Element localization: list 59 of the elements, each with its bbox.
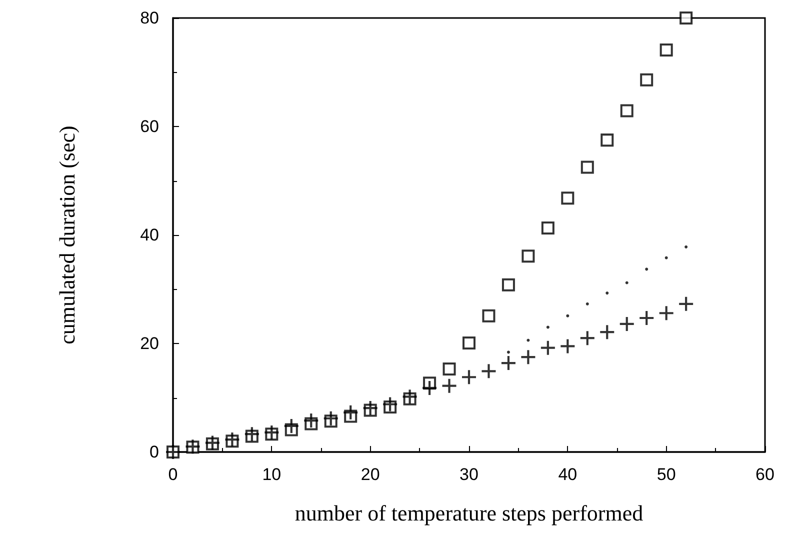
point <box>506 350 510 354</box>
point <box>482 364 496 378</box>
y-tick-label: 20 <box>140 334 159 353</box>
y-tick-label: 80 <box>140 8 159 28</box>
point <box>363 401 378 416</box>
point <box>344 405 358 420</box>
point <box>442 378 456 393</box>
point <box>462 336 476 350</box>
y-axis-title: cumulated duration (sec) <box>54 126 80 344</box>
point <box>586 302 589 306</box>
point <box>680 12 693 24</box>
x-tick-label: 20 <box>360 465 380 484</box>
point <box>645 268 648 271</box>
point <box>620 104 634 118</box>
point <box>383 397 398 412</box>
point <box>640 73 654 86</box>
point <box>284 418 298 433</box>
y-tick-label: 60 <box>140 117 159 136</box>
point <box>566 314 570 318</box>
point <box>560 339 575 354</box>
point <box>580 160 594 174</box>
point <box>600 325 614 340</box>
point <box>540 340 555 355</box>
x-tick-label: 30 <box>460 465 478 484</box>
x-tick-label: 50 <box>656 465 676 484</box>
x-tick-label: 10 <box>262 465 282 484</box>
point <box>684 245 688 248</box>
point <box>600 134 614 147</box>
point <box>304 414 318 428</box>
point <box>522 250 535 263</box>
point <box>561 192 574 205</box>
point <box>244 427 259 442</box>
point <box>422 380 437 395</box>
point <box>640 311 654 326</box>
point <box>660 44 673 57</box>
y-tick-label: 40 <box>140 226 159 244</box>
point <box>521 350 536 364</box>
point <box>482 309 496 322</box>
point <box>442 362 456 376</box>
point <box>620 316 634 331</box>
point <box>526 338 530 342</box>
point <box>541 221 554 234</box>
point <box>546 326 550 329</box>
x-tick-label: 40 <box>558 465 578 484</box>
point <box>324 411 338 426</box>
point <box>679 296 694 311</box>
point <box>664 256 668 260</box>
x-tick-label: 0 <box>168 465 178 484</box>
y-tick-label: 0 <box>150 442 159 462</box>
x-axis-title: number of temperature steps performed <box>294 500 644 526</box>
point <box>264 425 279 440</box>
x-tick-label: 60 <box>756 465 774 484</box>
point <box>580 331 594 346</box>
point <box>606 292 609 295</box>
point <box>502 278 515 292</box>
point <box>402 390 417 404</box>
point <box>501 356 516 370</box>
point <box>659 306 674 320</box>
point <box>462 370 476 384</box>
